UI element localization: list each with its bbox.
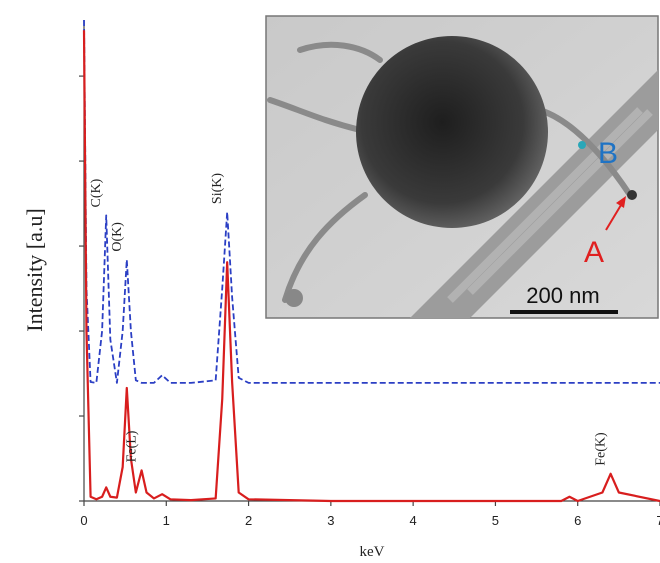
point-b: [578, 141, 586, 149]
tem-inset: A B 200 nm: [265, 15, 659, 319]
y-axis-label: Intensity [a.u]: [22, 208, 47, 331]
x-tick-label: 5: [492, 513, 499, 528]
particle-a: [627, 190, 637, 200]
x-tick-label: 6: [574, 513, 581, 528]
x-axis-label: keV: [360, 544, 385, 560]
peak-label: Fe(L): [125, 430, 140, 462]
peak-label: O(K): [110, 222, 125, 252]
label-a: A: [584, 236, 604, 269]
arrowhead: [616, 196, 626, 208]
nanotube: [410, 70, 658, 318]
x-tick-label: 3: [327, 513, 334, 528]
scale-label: 200 nm: [526, 283, 599, 308]
nanotube-core: [447, 107, 653, 303]
fibers: [267, 41, 633, 303]
x-tick-label: 1: [163, 513, 170, 528]
peak-label: Fe(K): [594, 432, 609, 466]
peak-label: Si(K): [210, 173, 225, 204]
spectrum-line: [82, 30, 660, 503]
sphere: [356, 36, 548, 228]
spectrum-line: [83, 19, 660, 384]
x-tick-label: 2: [245, 513, 252, 528]
x-tick-label: 4: [410, 513, 417, 528]
peak-label: C(K): [89, 178, 104, 207]
x-tick-label: 0: [80, 513, 87, 528]
particle: [285, 289, 303, 307]
label-b: B: [598, 137, 618, 170]
x-tick-label: 7: [656, 513, 660, 528]
